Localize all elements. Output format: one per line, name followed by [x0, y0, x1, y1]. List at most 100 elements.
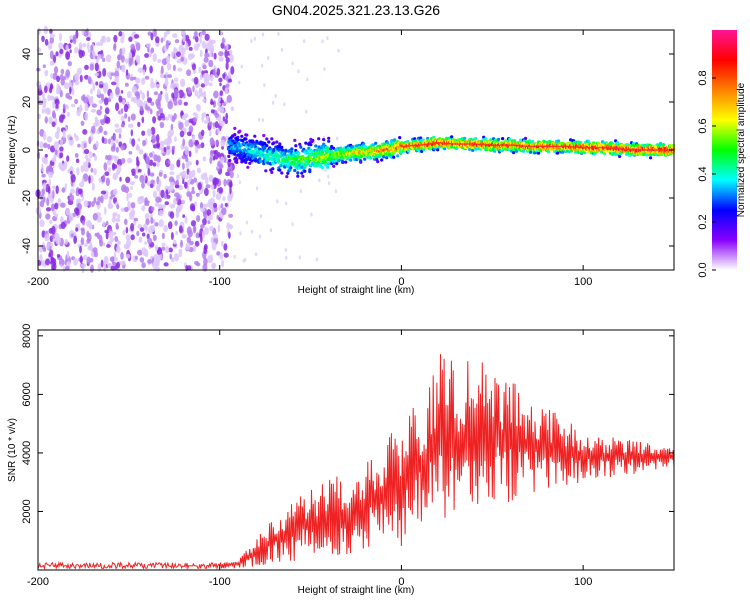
noise-blob	[116, 245, 121, 254]
noise-blob	[162, 204, 166, 210]
noise-blob	[95, 201, 100, 206]
noise-blob	[225, 57, 230, 63]
ridge-cell	[265, 137, 269, 141]
noise-blob	[69, 35, 74, 40]
noise-blob	[156, 161, 160, 168]
noise-blob	[46, 136, 53, 143]
noise-blob	[192, 245, 197, 253]
noise-blob	[94, 72, 99, 77]
noise-blob	[67, 61, 73, 67]
noise-blob	[109, 237, 115, 243]
noise-blob	[187, 87, 192, 95]
noise-blob	[124, 206, 129, 213]
noise-blob	[227, 194, 233, 202]
noise-blob	[219, 120, 225, 127]
noise-blob	[128, 211, 135, 220]
noise-blob	[55, 236, 61, 245]
noise-blob	[128, 192, 133, 199]
noise-blob	[126, 91, 132, 99]
ridge-cell	[309, 156, 313, 160]
noise-blob	[213, 68, 216, 76]
noise-blob	[111, 81, 117, 86]
noise-blob	[197, 182, 202, 191]
x-tick-label: 0	[398, 576, 404, 588]
noise-blob	[193, 225, 197, 232]
noise-blob	[84, 103, 89, 112]
ridge-cell	[378, 154, 382, 158]
noise-blob	[201, 112, 207, 118]
faint-speck	[261, 118, 265, 123]
noise-blob	[163, 173, 167, 179]
ridge-cell	[335, 162, 339, 166]
noise-blob	[208, 59, 214, 68]
noise-blob	[120, 36, 125, 44]
noise-blob	[130, 129, 133, 137]
noise-blob	[59, 89, 63, 98]
noise-blob	[203, 76, 207, 83]
noise-blob	[111, 155, 118, 160]
ridge-cell	[311, 138, 315, 143]
noise-blob	[62, 129, 66, 139]
faint-speck	[250, 229, 254, 234]
noise-blob	[203, 257, 208, 266]
spectrogram-noise-layer	[35, 25, 235, 274]
ridge-cell	[244, 160, 248, 164]
noise-blob	[68, 213, 74, 222]
ridge-cell	[232, 150, 236, 154]
faint-speck	[318, 178, 321, 183]
noise-blob	[132, 96, 138, 104]
ridge-cell	[511, 151, 516, 155]
colorbar-tick-label: 0.2	[697, 214, 709, 229]
noise-blob	[115, 102, 120, 112]
ridge-cell	[392, 155, 396, 159]
noise-blob	[129, 137, 132, 145]
noise-blob	[130, 202, 136, 209]
noise-blob	[104, 107, 110, 115]
noise-blob	[187, 185, 190, 192]
noise-blob	[125, 234, 131, 241]
noise-blob	[90, 264, 94, 273]
noise-blob	[41, 108, 45, 114]
noise-blob	[115, 86, 120, 95]
noise-blob	[180, 29, 186, 36]
noise-blob	[203, 90, 207, 99]
noise-blob	[202, 156, 207, 162]
noise-blob	[210, 184, 215, 191]
noise-blob	[209, 149, 214, 157]
ridge-cell	[296, 174, 300, 178]
noise-blob	[48, 186, 51, 196]
noise-blob	[60, 216, 64, 224]
noise-blob	[90, 44, 93, 52]
noise-blob	[161, 232, 165, 240]
noise-blob	[154, 203, 160, 207]
noise-blob	[95, 81, 99, 86]
noise-blob	[93, 168, 97, 175]
noise-blob	[164, 78, 169, 87]
noise-blob	[195, 232, 201, 239]
noise-blob	[203, 119, 210, 125]
ridge-cell	[574, 150, 578, 154]
noise-blob	[150, 179, 155, 185]
noise-blob	[150, 82, 156, 89]
noise-blob	[50, 145, 56, 153]
noise-blob	[100, 259, 104, 268]
noise-blob	[114, 236, 118, 242]
ridge-cell	[406, 139, 410, 144]
ridge-cell	[396, 154, 400, 158]
noise-blob	[145, 103, 148, 111]
noise-blob	[194, 240, 200, 247]
noise-blob	[121, 47, 126, 55]
noise-blob	[120, 90, 124, 94]
noise-blob	[38, 90, 43, 95]
noise-blob	[218, 56, 224, 62]
noise-blob	[137, 67, 144, 73]
ridge-cell	[322, 138, 326, 142]
faint-speck	[239, 231, 242, 236]
noise-blob	[172, 64, 176, 72]
noise-blob	[161, 242, 166, 247]
noise-blob	[44, 116, 48, 124]
noise-blob	[170, 123, 174, 131]
noise-blob	[59, 152, 64, 159]
noise-blob	[155, 134, 160, 143]
noise-blob	[153, 91, 159, 96]
